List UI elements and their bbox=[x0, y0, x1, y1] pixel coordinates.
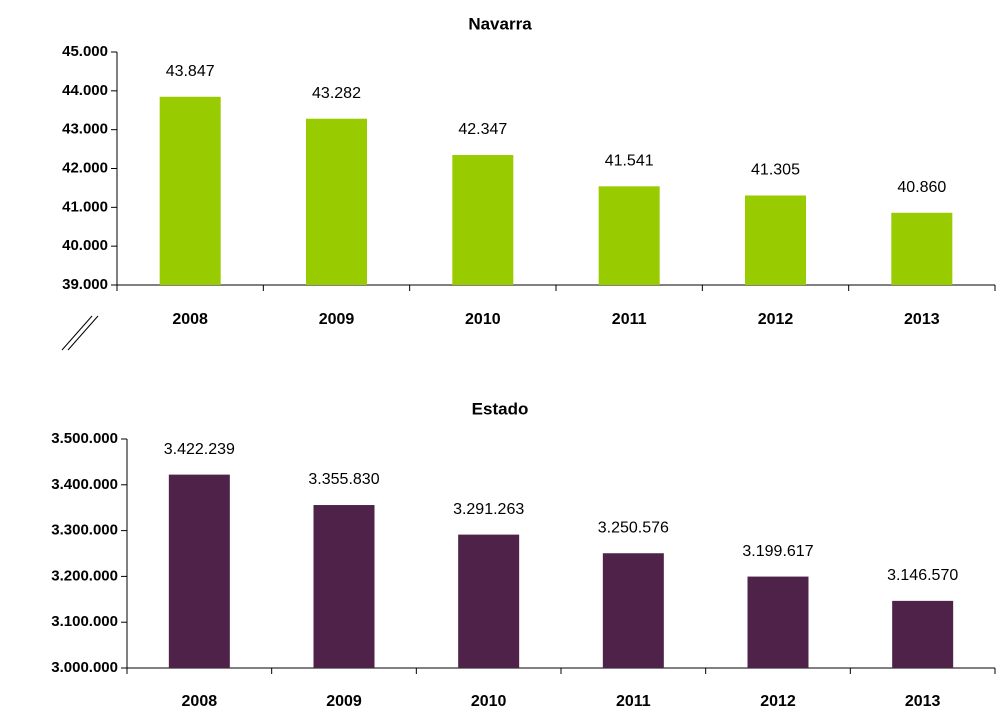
y-tick-label: 3.000.000 bbox=[51, 659, 118, 676]
bar bbox=[598, 186, 660, 285]
data-label: 3.199.617 bbox=[742, 543, 813, 560]
axis-break bbox=[61, 315, 93, 351]
data-label: 41.541 bbox=[605, 153, 654, 170]
x-tick-label: 2010 bbox=[465, 311, 501, 328]
x-tick-label: 2012 bbox=[760, 693, 796, 710]
y-tick-label: 43.000 bbox=[62, 121, 108, 138]
bar bbox=[313, 505, 375, 668]
bar bbox=[452, 155, 514, 285]
x-tick-label: 2011 bbox=[616, 693, 651, 710]
data-label: 3.291.263 bbox=[453, 501, 524, 518]
y-tick-label: 3.300.000 bbox=[51, 522, 118, 539]
bar bbox=[892, 600, 954, 668]
data-label: 40.860 bbox=[897, 179, 946, 196]
y-tick-label: 3.400.000 bbox=[51, 476, 118, 493]
data-label: 43.282 bbox=[312, 85, 361, 102]
x-tick-label: 2009 bbox=[319, 311, 355, 328]
y-tick-label: 45.000 bbox=[62, 43, 108, 60]
y-tick-label: 41.000 bbox=[62, 198, 108, 215]
x-tick-label: 2013 bbox=[904, 311, 940, 328]
y-tick-label: 39.000 bbox=[62, 276, 108, 293]
x-tick-label: 2009 bbox=[326, 693, 362, 710]
data-label: 43.847 bbox=[166, 63, 215, 80]
chart-title: Estado bbox=[472, 399, 529, 418]
bar bbox=[458, 534, 520, 668]
x-tick-label: 2010 bbox=[471, 693, 507, 710]
x-tick-label: 2012 bbox=[758, 311, 794, 328]
x-tick-label: 2008 bbox=[172, 311, 208, 328]
data-label: 42.347 bbox=[458, 121, 507, 138]
data-label: 3.146.570 bbox=[887, 567, 958, 584]
data-label: 3.422.239 bbox=[164, 441, 235, 458]
x-tick-label: 2008 bbox=[182, 693, 218, 710]
bar bbox=[602, 553, 664, 668]
bar bbox=[747, 576, 809, 668]
data-label: 3.250.576 bbox=[598, 519, 669, 536]
x-tick-label: 2013 bbox=[905, 693, 941, 710]
y-tick-label: 3.100.000 bbox=[51, 613, 118, 630]
chart-title: Navarra bbox=[468, 14, 532, 33]
data-label: 41.305 bbox=[751, 162, 800, 179]
axis-break bbox=[67, 315, 99, 351]
bar bbox=[891, 212, 953, 285]
data-label: 3.355.830 bbox=[308, 471, 379, 488]
y-tick-label: 3.200.000 bbox=[51, 567, 118, 584]
bar bbox=[168, 474, 230, 668]
y-tick-label: 44.000 bbox=[62, 82, 108, 99]
x-tick-label: 2011 bbox=[612, 311, 647, 328]
bar bbox=[159, 96, 221, 285]
bar bbox=[745, 195, 806, 285]
y-tick-label: 40.000 bbox=[62, 237, 108, 254]
y-tick-label: 42.000 bbox=[62, 159, 108, 176]
bar bbox=[306, 118, 367, 285]
y-tick-label: 3.500.000 bbox=[51, 430, 118, 447]
